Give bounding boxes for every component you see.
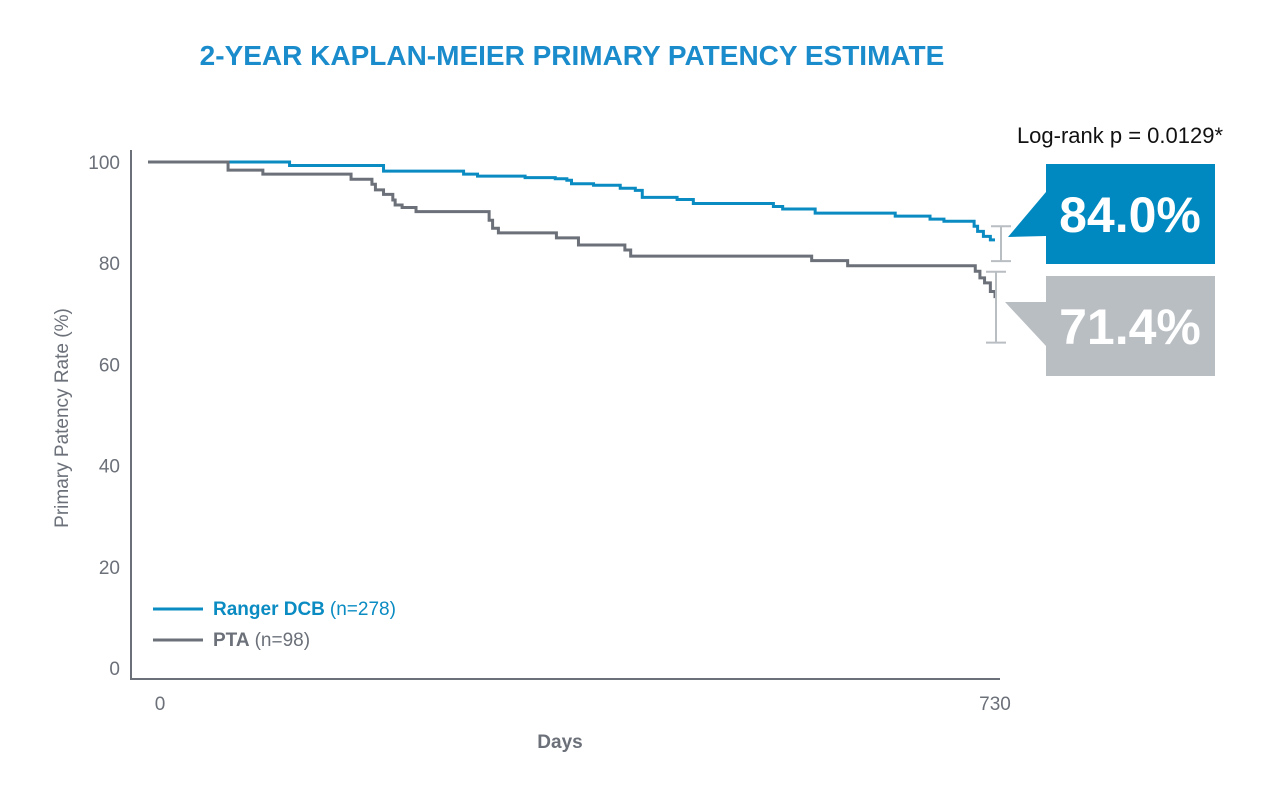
legend-entry-ranger-dcb: Ranger DCB (n=278) xyxy=(213,599,396,620)
legend-n: (n=98) xyxy=(255,630,310,651)
confidence-interval-bar xyxy=(991,225,1011,263)
y-tick-label: 100 xyxy=(88,153,120,174)
legend-n: (n=278) xyxy=(330,599,396,620)
confidence-interval-bar xyxy=(986,270,1006,344)
legend-label: Ranger DCB xyxy=(213,599,325,620)
x-axis-label: Days xyxy=(537,732,582,753)
y-tick-label: 0 xyxy=(109,659,120,680)
y-tick-label: 60 xyxy=(99,355,120,376)
final-value-label: 84.0% xyxy=(1059,187,1201,243)
log-rank-annotation: Log-rank p = 0.0129* xyxy=(1017,123,1224,148)
legend-label: PTA xyxy=(213,630,250,651)
chart-title: 2-YEAR KAPLAN-MEIER PRIMARY PATENCY ESTI… xyxy=(200,40,945,71)
final-value-callout-pta: 71.4% xyxy=(1005,276,1215,376)
x-tick-label: 0 xyxy=(155,694,166,715)
y-tick-label: 40 xyxy=(99,457,120,478)
x-tick-label: 730 xyxy=(979,694,1011,715)
y-axis-label: Primary Patency Rate (%) xyxy=(52,308,73,528)
legend: Ranger DCB (n=278) PTA (n=98) xyxy=(153,599,396,651)
km-curve-pta xyxy=(148,160,997,299)
final-value-label: 71.4% xyxy=(1059,299,1201,355)
y-tick-label: 20 xyxy=(99,558,120,579)
final-value-callout-ranger-dcb: 84.0% xyxy=(1008,164,1215,264)
km-curve-ranger-dcb xyxy=(148,160,995,242)
legend-entry-pta: PTA (n=98) xyxy=(213,630,310,651)
y-tick-label: 80 xyxy=(99,254,120,275)
